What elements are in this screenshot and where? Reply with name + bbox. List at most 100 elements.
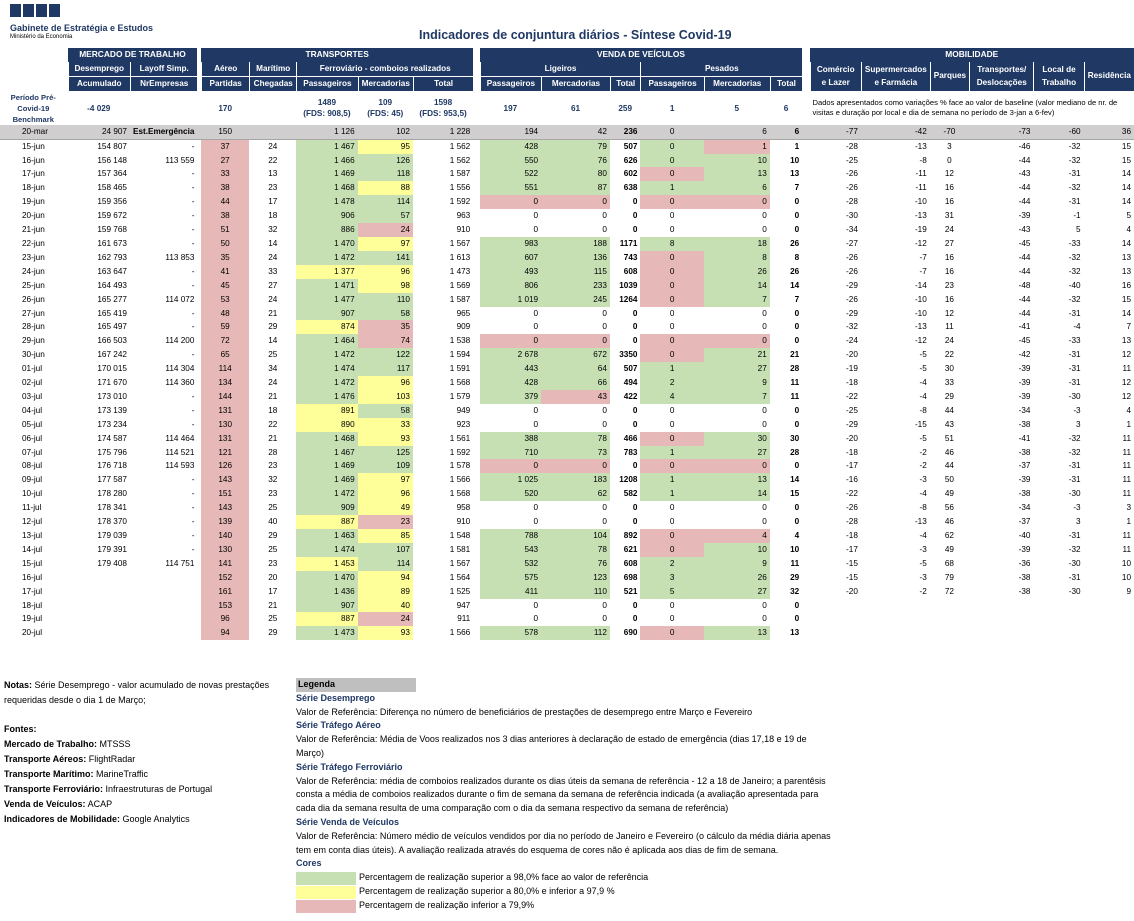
- value-cell: 1 613: [449, 252, 471, 262]
- value-cell: 66: [541, 376, 610, 390]
- value-cell: -37: [1018, 461, 1031, 471]
- value-cell: -44: [1018, 252, 1031, 262]
- value-cell: -1: [1073, 211, 1081, 221]
- value-cell: 98: [357, 278, 413, 293]
- value-cell: -36: [1018, 558, 1031, 568]
- value-cell: 13: [1121, 266, 1131, 276]
- value-cell: 166 503: [97, 336, 127, 346]
- date-cell: 01-jul: [22, 364, 43, 374]
- value-cell: -7: [919, 252, 927, 262]
- value-cell: -: [191, 517, 195, 527]
- value-cell: 131: [201, 403, 250, 418]
- table-row: 06-jul 174 587 114 464 131 21 1 468 93 1 561 388…: [0, 431, 1134, 446]
- value-cell: 85: [357, 529, 413, 543]
- value-cell: 29: [268, 628, 278, 638]
- value-cell: -8: [919, 503, 927, 513]
- value-cell: 0: [640, 139, 704, 154]
- value-cell: -10: [914, 308, 927, 318]
- value-cell: 62: [541, 487, 610, 502]
- value-cell: 0: [669, 517, 675, 527]
- value-cell: 44: [944, 405, 954, 415]
- value-cell: 0: [762, 308, 767, 318]
- value-cell: 911: [457, 614, 471, 624]
- value-cell: 0: [640, 250, 704, 265]
- value-cell: 0: [602, 308, 607, 318]
- value-cell: 18: [268, 211, 278, 221]
- value-cell: 173 010: [97, 391, 127, 401]
- value-cell: -77: [809, 124, 861, 140]
- value-cell: 1208: [619, 475, 638, 485]
- date-cell: 21-jun: [22, 225, 45, 235]
- value-cell: 909: [296, 501, 358, 516]
- value-cell: 173 234: [97, 419, 127, 429]
- table-row: 12-jul 178 370 -139 40 887 23 910 0 0 0 0 0 0 -28 -13 4…: [0, 515, 1134, 529]
- benchmark-value: 1598 (FDS: 953,5): [419, 98, 467, 119]
- value-cell: 1 581: [449, 544, 471, 554]
- value-cell: -5: [919, 558, 927, 568]
- column-header: Partidas: [201, 76, 250, 92]
- value-cell: 49: [944, 544, 954, 554]
- value-cell: 23: [268, 489, 278, 499]
- value-cell: 117: [357, 362, 413, 377]
- value-cell: 179 408: [97, 558, 127, 568]
- value-cell: 1 587: [449, 294, 471, 304]
- value-cell: [930, 626, 969, 640]
- legend-section: Legenda Série Desemprego Valor de Referên…: [296, 678, 836, 913]
- value-cell: 1 476: [296, 389, 358, 404]
- value-cell: 4: [794, 531, 800, 540]
- subgroup-header-row: Desemprego Layoff Simp. Aéreo Marítimo F…: [0, 61, 1134, 92]
- value-cell: 1 126: [296, 124, 358, 140]
- value-cell: 1 564: [449, 572, 471, 582]
- value-cell: 96: [357, 264, 413, 279]
- value-cell: -3: [919, 572, 927, 582]
- table-row: 21-jun 159 768-51 32 886 24 910 0 0 0 0 0 0 -34 -19 24…: [0, 223, 1134, 237]
- value-cell: 88: [357, 181, 413, 196]
- value-cell: 178 370: [97, 517, 127, 527]
- value-cell: 886: [296, 223, 358, 237]
- value-cell: 1 474: [296, 362, 358, 377]
- value-cell: 65: [201, 348, 250, 363]
- value-cell: 1 467: [296, 445, 358, 460]
- subgroup-header: Desemprego: [67, 61, 130, 77]
- value-cell: -13: [914, 211, 927, 221]
- value-cell: 25: [268, 544, 278, 554]
- value-cell: 96: [201, 612, 250, 627]
- value-cell: 62: [944, 531, 954, 540]
- value-cell: 68: [944, 558, 954, 568]
- value-cell: 12: [944, 169, 954, 179]
- value-cell: 29: [268, 531, 278, 540]
- value-cell: 161 673: [97, 238, 127, 248]
- value-cell: -13: [914, 141, 927, 151]
- value-cell: 51: [944, 433, 954, 443]
- value-cell: 13: [703, 626, 770, 641]
- date-cell: 19-jul: [22, 614, 43, 624]
- value-cell: 0: [794, 503, 800, 513]
- legend-series-name: Série Desemprego: [296, 692, 376, 703]
- value-cell: 183: [541, 473, 610, 488]
- value-cell: 0: [669, 308, 675, 318]
- value-cell: 107: [357, 542, 413, 557]
- value-cell: 94: [357, 570, 413, 585]
- value-cell: 21: [268, 308, 278, 318]
- value-cell: -25: [846, 405, 858, 415]
- column-header: Total: [769, 76, 803, 92]
- value-cell: -11: [915, 169, 927, 179]
- value-cell: 532: [479, 556, 542, 571]
- value-cell: 10: [1121, 572, 1131, 582]
- value-cell: -: [191, 350, 195, 360]
- subgroup-header: Layoff Simp.: [129, 61, 198, 77]
- value-cell: -26: [846, 169, 858, 179]
- logo-square-icon: [36, 4, 47, 17]
- benchmark-label: Período Pré-Covid-19 Benchmark: [10, 92, 56, 124]
- value-cell: 602: [623, 169, 638, 179]
- value-cell: 233: [541, 278, 610, 293]
- subgroup-header: Parques: [929, 61, 970, 92]
- value-cell: 23: [357, 515, 413, 529]
- value-cell: 1 587: [449, 169, 471, 179]
- date-cell: 28-jun: [22, 322, 45, 332]
- value-cell: 1 019: [479, 292, 542, 307]
- value-cell: 0: [794, 405, 800, 415]
- value-cell: 236: [609, 124, 641, 140]
- legend-series-text: Valor de Referência: Número médio de veí…: [296, 830, 831, 855]
- value-cell: -30: [1068, 489, 1081, 499]
